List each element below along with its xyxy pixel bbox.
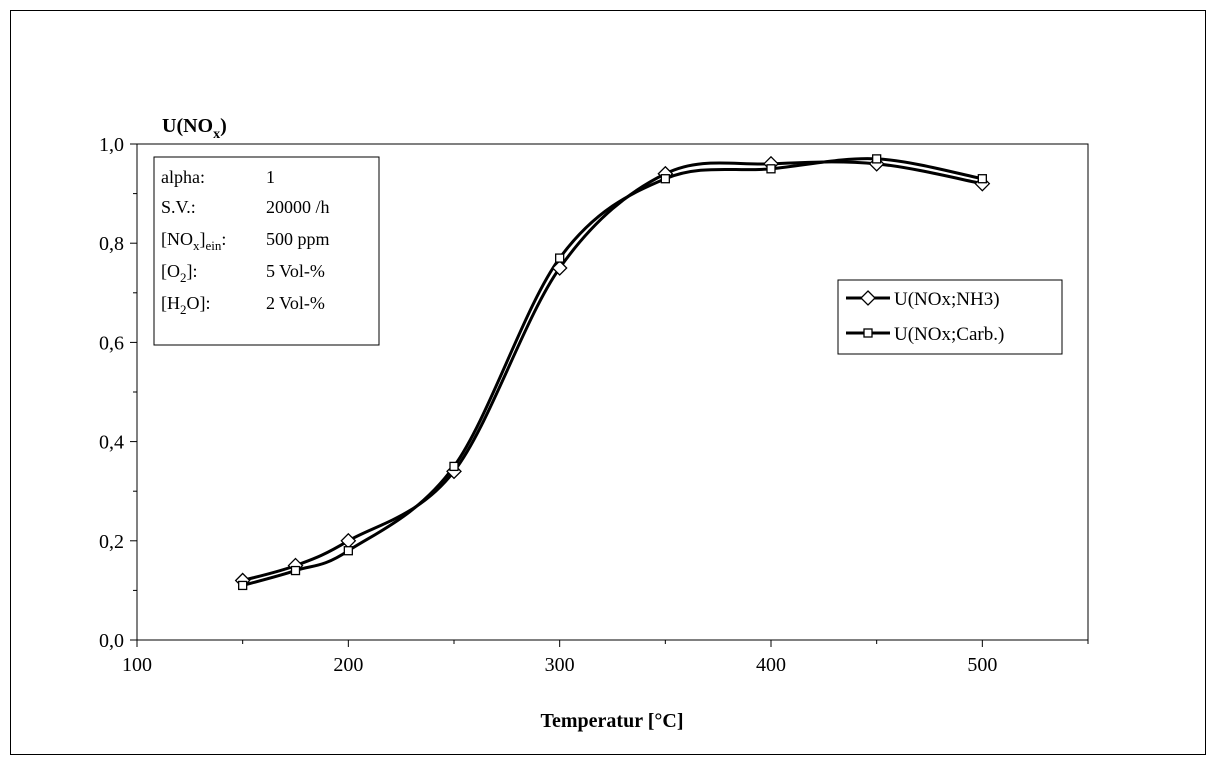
info-o2-value: 5 Vol-% xyxy=(266,261,325,281)
legend-label-nh3: U(NOx;NH3) xyxy=(894,289,1000,310)
y-axis-title: U(NOx) xyxy=(162,115,227,142)
info-o2-label: [O2]: xyxy=(161,261,198,285)
x-tick-label: 200 xyxy=(333,654,363,676)
info-alpha-value: 1 xyxy=(266,167,275,187)
legend-item-nh3: U(NOx;NH3) xyxy=(846,289,1000,310)
info-box: alpha: 1 S.V.: 20000 /h [NOx]ein: 500 pp… xyxy=(153,156,380,346)
data-point-square xyxy=(977,174,987,184)
x-tick-label: 400 xyxy=(756,654,786,676)
legend-border xyxy=(837,279,1063,355)
data-point-diamond xyxy=(340,532,357,549)
info-sv-value: 20000 /h xyxy=(266,197,330,217)
data-point-square xyxy=(449,461,459,472)
info-box-border xyxy=(153,156,380,346)
data-point-diamond xyxy=(551,260,568,276)
axis-ticks: 100 200 300 400 500 0,0 0,2 0,4 0,6 0,8 1,0 xyxy=(99,134,1089,676)
x-tick-label: 100 xyxy=(122,654,152,676)
legend-marker-diamond xyxy=(860,290,876,306)
data-point-square xyxy=(660,174,670,184)
x-axis-title: Temperatur [°C] xyxy=(541,710,684,732)
info-h2o-label: [H2O]: xyxy=(161,293,211,317)
data-point-square xyxy=(555,253,565,263)
data-point-square xyxy=(872,154,882,164)
chart-frame xyxy=(10,10,1206,755)
data-point-square xyxy=(238,580,248,591)
info-alpha-label: alpha: xyxy=(161,167,205,187)
info-nox-label: [NOx]ein: xyxy=(161,229,226,253)
y-tick-label: 0,4 xyxy=(99,432,124,454)
legend-label-carb: U(NOx;Carb.) xyxy=(894,324,1004,345)
legend: U(NOx;NH3) U(NOx;Carb.) xyxy=(837,279,1063,355)
x-tick-label: 500 xyxy=(967,654,997,676)
series-markers xyxy=(234,154,991,591)
y-tick-label: 0,0 xyxy=(99,630,124,652)
y-tick-label: 1,0 xyxy=(99,134,124,156)
data-point-square xyxy=(766,164,776,174)
data-point-square xyxy=(343,546,353,556)
y-tick-label: 0,2 xyxy=(99,531,124,553)
x-tick-label: 300 xyxy=(545,654,575,676)
legend-marker-square xyxy=(863,328,873,338)
data-point-square xyxy=(290,565,301,576)
legend-item-carb: U(NOx;Carb.) xyxy=(846,324,1004,345)
info-sv-label: S.V.: xyxy=(161,197,196,217)
info-h2o-value: 2 Vol-% xyxy=(266,293,325,313)
info-nox-value: 500 ppm xyxy=(266,229,330,249)
y-tick-label: 0,6 xyxy=(99,332,124,354)
y-tick-label: 0,8 xyxy=(99,233,124,255)
